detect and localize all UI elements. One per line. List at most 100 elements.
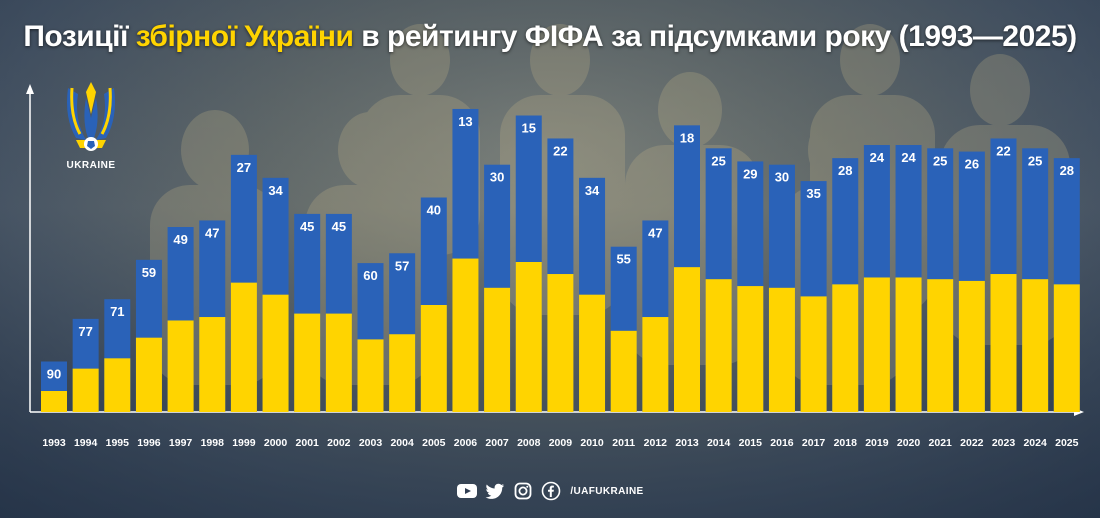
bar-value-label: 24 (870, 150, 885, 165)
bar-value-label: 13 (458, 114, 472, 129)
x-tick-label: 1999 (232, 437, 256, 449)
x-tick-label: 2021 (929, 437, 953, 449)
instagram-icon[interactable] (512, 480, 534, 502)
bar-1993-yellow (41, 391, 67, 412)
x-tick-label: 2008 (517, 437, 541, 449)
bar-value-label: 22 (996, 143, 1010, 158)
bar-value-label: 59 (142, 265, 156, 280)
x-tick-label: 2014 (707, 437, 731, 449)
bar-value-label: 25 (933, 153, 947, 168)
bar-value-label: 47 (205, 225, 219, 240)
uaf-trident-logo-icon (67, 82, 115, 151)
bar-value-label: 77 (78, 324, 92, 339)
x-tick-label: 2019 (865, 437, 889, 449)
bar-value-label: 45 (332, 219, 346, 234)
bar-2000-yellow (262, 294, 289, 412)
bar-2020-yellow (895, 277, 922, 412)
bar-2019-yellow (863, 277, 890, 412)
bar-value-label: 30 (775, 170, 789, 185)
x-tick-label: 2002 (327, 437, 351, 449)
x-tick-label: 2025 (1055, 437, 1079, 449)
bar-2024-yellow (1022, 279, 1049, 412)
x-tick-label: 2012 (644, 437, 668, 449)
bar-value-label: 40 (427, 203, 441, 218)
youtube-icon[interactable] (456, 480, 478, 502)
logo-label: UKRAINE (66, 160, 116, 171)
bar-2007-yellow (484, 287, 511, 412)
bar-1994-yellow (72, 368, 99, 412)
bar-2010-yellow (579, 294, 606, 412)
bar-value-label: 47 (648, 225, 662, 240)
x-tick-label: 2011 (612, 437, 635, 449)
bar-value-label: 29 (743, 166, 757, 181)
bar-value-label: 90 (47, 367, 61, 382)
bar-2012-yellow (642, 317, 669, 412)
twitter-icon[interactable] (484, 480, 506, 502)
x-tick-label: 1997 (169, 437, 193, 449)
x-tick-label: 2016 (770, 437, 794, 449)
bar-2008-yellow (515, 262, 542, 412)
bar-2018-yellow (832, 284, 859, 412)
x-tick-label: 1996 (137, 437, 161, 449)
bars-group: 90 1993 77 1994 71 1995 59 1996 49 1997 47 1998 27 19… (41, 108, 1080, 449)
bar-2005-yellow (420, 305, 447, 412)
bar-2003-yellow (357, 339, 384, 412)
bar-1997-yellow (167, 320, 194, 412)
y-axis-arrow-icon (26, 84, 34, 94)
x-tick-label: 2023 (992, 437, 1016, 449)
bar-value-label: 34 (268, 183, 283, 198)
x-tick-label: 2005 (422, 437, 446, 449)
social-handle[interactable]: /UAFUKRAINE (570, 485, 644, 497)
x-tick-label: 1994 (74, 437, 98, 449)
bar-value-label: 28 (1060, 163, 1074, 178)
x-tick-label: 2004 (390, 437, 414, 449)
x-tick-label: 2018 (834, 437, 858, 449)
bar-1998-yellow (199, 317, 226, 412)
bar-2006-yellow (452, 258, 479, 412)
social-links: /UAFUKRAINE (0, 480, 1100, 502)
x-tick-label: 2000 (264, 437, 288, 449)
bar-2021-yellow (927, 279, 954, 412)
x-tick-label: 2003 (359, 437, 383, 449)
x-tick-label: 2009 (549, 437, 573, 449)
bar-value-label: 22 (553, 143, 567, 158)
bar-value-label: 25 (711, 153, 725, 168)
bar-2016-yellow (768, 287, 795, 412)
bar-value-label: 49 (173, 232, 187, 247)
bar-value-label: 28 (838, 163, 852, 178)
bar-1999-yellow (230, 282, 257, 412)
bar-2015-yellow (737, 286, 764, 412)
x-tick-label: 1995 (106, 437, 130, 449)
x-tick-label: 2001 (296, 437, 320, 449)
x-tick-label: 2022 (960, 437, 984, 449)
bar-value-label: 18 (680, 130, 694, 145)
x-tick-label: 2013 (675, 437, 699, 449)
bar-value-label: 60 (363, 268, 377, 283)
bar-value-label: 24 (901, 150, 916, 165)
x-tick-label: 2024 (1023, 437, 1047, 449)
bar-2001-yellow (294, 313, 321, 412)
bar-value-label: 71 (110, 304, 124, 319)
facebook-icon[interactable] (540, 480, 562, 502)
bar-2014-yellow (705, 279, 732, 412)
x-tick-label: 2010 (580, 437, 604, 449)
bar-value-label: 15 (522, 121, 536, 136)
bar-value-label: 55 (616, 252, 630, 267)
bar-1995-yellow (104, 358, 131, 412)
x-tick-label: 2007 (485, 437, 509, 449)
bar-2009-yellow (547, 274, 574, 412)
bar-2011-yellow (610, 330, 637, 412)
bar-value-label: 26 (965, 157, 979, 172)
bar-2004-yellow (389, 334, 416, 412)
bar-value-label: 45 (300, 219, 314, 234)
bar-2025-yellow (1053, 284, 1080, 412)
bar-value-label: 35 (806, 186, 820, 201)
bar-value-label: 30 (490, 170, 504, 185)
bar-value-label: 25 (1028, 153, 1042, 168)
bar-value-label: 57 (395, 258, 409, 273)
bar-value-label: 27 (237, 160, 251, 175)
bar-1996-yellow (135, 337, 162, 412)
bar-2013-yellow (674, 267, 700, 412)
x-tick-label: 2017 (802, 437, 826, 449)
